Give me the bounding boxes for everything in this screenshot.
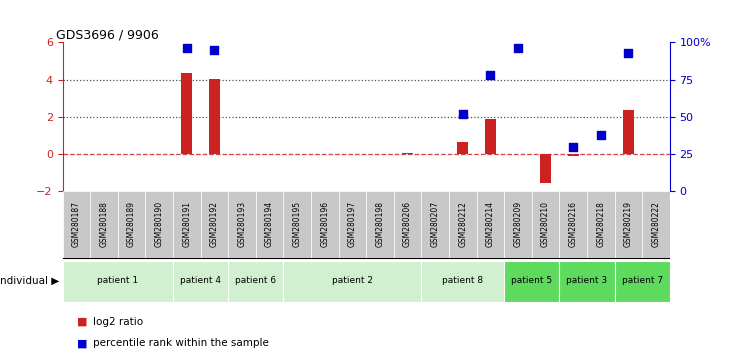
Text: GSM280198: GSM280198 — [375, 201, 384, 247]
FancyBboxPatch shape — [504, 261, 559, 302]
FancyBboxPatch shape — [63, 191, 90, 258]
Bar — [623, 110, 634, 154]
Text: GSM280209: GSM280209 — [514, 201, 523, 247]
Bar — [402, 153, 413, 154]
FancyBboxPatch shape — [228, 191, 256, 258]
Text: GSM280196: GSM280196 — [320, 201, 329, 247]
Bar — [457, 142, 468, 154]
Text: patient 6: patient 6 — [236, 276, 276, 285]
FancyBboxPatch shape — [311, 191, 339, 258]
Text: patient 3: patient 3 — [567, 276, 607, 285]
FancyBboxPatch shape — [642, 191, 670, 258]
FancyBboxPatch shape — [615, 191, 642, 258]
Text: GSM280193: GSM280193 — [238, 201, 247, 247]
Text: GSM280190: GSM280190 — [155, 201, 163, 247]
FancyBboxPatch shape — [504, 191, 531, 258]
Point — [595, 132, 606, 137]
Text: patient 5: patient 5 — [512, 276, 552, 285]
FancyBboxPatch shape — [228, 261, 283, 302]
FancyBboxPatch shape — [587, 191, 615, 258]
Text: patient 2: patient 2 — [332, 276, 373, 285]
FancyBboxPatch shape — [200, 191, 228, 258]
FancyBboxPatch shape — [146, 191, 173, 258]
FancyBboxPatch shape — [421, 191, 449, 258]
FancyBboxPatch shape — [559, 261, 615, 302]
Text: GSM280216: GSM280216 — [569, 201, 578, 247]
Text: patient 7: patient 7 — [622, 276, 662, 285]
FancyBboxPatch shape — [256, 191, 283, 258]
Bar — [209, 79, 220, 154]
FancyBboxPatch shape — [421, 261, 504, 302]
Text: ■: ■ — [77, 317, 91, 327]
FancyBboxPatch shape — [90, 191, 118, 258]
Text: GSM280189: GSM280189 — [127, 201, 136, 247]
FancyBboxPatch shape — [339, 191, 367, 258]
Point — [623, 50, 634, 56]
Point — [181, 46, 193, 51]
FancyBboxPatch shape — [531, 191, 559, 258]
Point — [567, 144, 579, 149]
FancyBboxPatch shape — [394, 191, 421, 258]
Text: percentile rank within the sample: percentile rank within the sample — [93, 338, 269, 348]
FancyBboxPatch shape — [118, 191, 146, 258]
FancyBboxPatch shape — [477, 191, 504, 258]
Text: GSM280222: GSM280222 — [651, 201, 660, 247]
Point — [484, 72, 496, 78]
Text: ■: ■ — [77, 338, 91, 348]
Text: GSM280187: GSM280187 — [72, 201, 81, 247]
Bar — [181, 73, 192, 154]
Text: GSM280212: GSM280212 — [459, 201, 467, 247]
Text: GSM280192: GSM280192 — [210, 201, 219, 247]
FancyBboxPatch shape — [559, 191, 587, 258]
Text: GSM280194: GSM280194 — [265, 201, 274, 247]
Text: patient 8: patient 8 — [442, 276, 484, 285]
Text: GSM280206: GSM280206 — [403, 201, 412, 247]
Bar — [485, 119, 496, 154]
Bar — [567, 154, 578, 156]
FancyBboxPatch shape — [283, 261, 421, 302]
Text: log2 ratio: log2 ratio — [93, 317, 144, 327]
FancyBboxPatch shape — [367, 191, 394, 258]
Bar — [540, 154, 551, 183]
FancyBboxPatch shape — [283, 191, 311, 258]
Text: GSM280188: GSM280188 — [99, 201, 108, 247]
Text: GSM280195: GSM280195 — [293, 201, 302, 247]
Text: GSM280218: GSM280218 — [596, 201, 605, 247]
Text: GSM280197: GSM280197 — [348, 201, 357, 247]
Text: GSM280210: GSM280210 — [541, 201, 550, 247]
Text: patient 4: patient 4 — [180, 276, 221, 285]
FancyBboxPatch shape — [173, 191, 200, 258]
Text: GDS3696 / 9906: GDS3696 / 9906 — [57, 28, 159, 41]
Point — [208, 47, 220, 53]
FancyBboxPatch shape — [615, 261, 670, 302]
Text: GSM280214: GSM280214 — [486, 201, 495, 247]
FancyBboxPatch shape — [449, 191, 477, 258]
Point — [457, 111, 469, 117]
Text: patient 1: patient 1 — [97, 276, 138, 285]
FancyBboxPatch shape — [173, 261, 228, 302]
Text: GSM280219: GSM280219 — [624, 201, 633, 247]
FancyBboxPatch shape — [63, 261, 173, 302]
Text: individual ▶: individual ▶ — [0, 275, 59, 286]
Text: GSM280191: GSM280191 — [183, 201, 191, 247]
Point — [512, 46, 524, 51]
Text: GSM280207: GSM280207 — [431, 201, 439, 247]
